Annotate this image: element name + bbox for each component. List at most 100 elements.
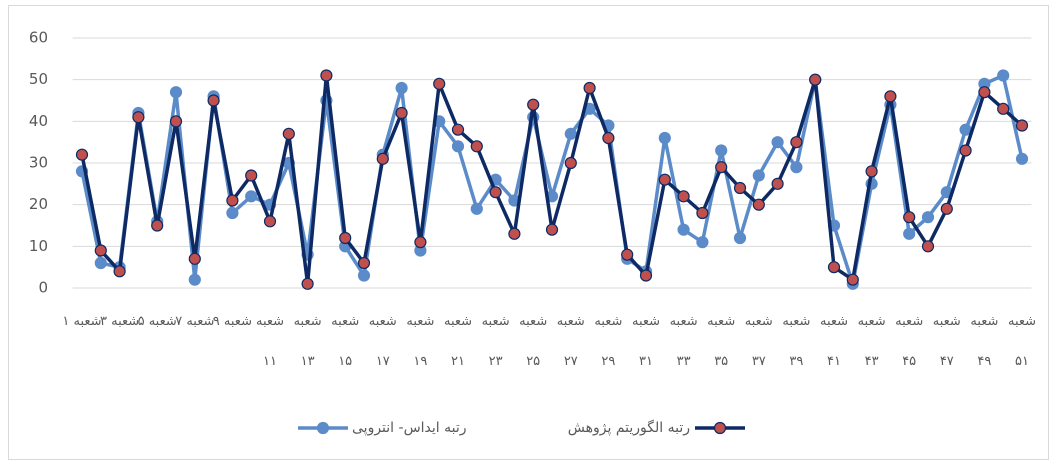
x-tick-label: شعبه ۵ (137, 314, 177, 329)
x-tick-label: شعبه ۳۳ (669, 314, 698, 369)
data-point (809, 73, 822, 86)
x-tick-label: شعبه ۴۹ (970, 314, 999, 369)
data-point (903, 211, 916, 224)
x-tick-label: شعبه ۷ (175, 314, 215, 329)
data-point (489, 186, 502, 199)
data-point (677, 223, 690, 236)
x-tick-label: شعبه ۱۹ (406, 314, 435, 369)
data-point (997, 69, 1010, 82)
data-point (752, 198, 765, 211)
data-point (771, 136, 784, 149)
data-point (658, 173, 671, 186)
data-point (75, 148, 89, 161)
data-point (583, 81, 596, 95)
y-tick-label: 50 (29, 70, 48, 88)
data-point (978, 86, 991, 99)
data-point (997, 102, 1010, 115)
data-point (508, 227, 521, 240)
x-tick-label: شعبه ۴۳ (857, 314, 886, 369)
data-point (921, 211, 935, 224)
data-point (752, 169, 765, 182)
legend-marker (713, 421, 727, 435)
data-point (282, 127, 295, 140)
data-point (696, 236, 709, 249)
y-tick-label: 0 (38, 279, 48, 297)
data-point (226, 206, 239, 220)
data-point (207, 94, 220, 107)
data-point (94, 244, 107, 257)
data-point (639, 269, 653, 282)
data-point (451, 140, 465, 153)
data-point (564, 156, 577, 170)
data-point (696, 206, 709, 220)
x-tick-label: شعبه ۲۳ (481, 314, 510, 369)
y-tick-label: 40 (29, 112, 48, 130)
data-point (132, 111, 145, 124)
legend-label: رتبه الگوریتم پژوهش (568, 419, 690, 436)
data-point (940, 202, 953, 215)
data-point (188, 252, 201, 265)
data-point (733, 181, 747, 195)
data-point (921, 240, 935, 253)
x-tick-label: شعبه ۳۹ (782, 314, 811, 369)
data-point (470, 140, 483, 153)
y-tick-label: 10 (29, 237, 48, 255)
data-point (677, 190, 690, 203)
y-tick-label: 60 (29, 29, 48, 47)
data-point (226, 194, 239, 207)
data-point (245, 169, 258, 182)
data-point (1015, 152, 1029, 165)
x-tick-label: شعبه ۳۵ (707, 314, 736, 369)
x-tick-label: شعبه ۳ (100, 314, 140, 329)
x-tick-label: شعبه ۳۷ (744, 314, 773, 369)
data-point (865, 165, 878, 178)
data-point (188, 273, 201, 286)
x-tick-label: شعبه ۲۵ (519, 314, 548, 369)
x-tick-label: شعبه ۱۵ (331, 314, 360, 369)
x-tick-label: شعبه ۲۷ (556, 314, 585, 369)
x-tick-label: شعبه ۲۹ (594, 314, 623, 369)
data-point (376, 152, 389, 165)
x-tick-label: شعبه ۴۷ (932, 314, 961, 369)
data-point (320, 69, 333, 82)
x-tick-label: شعبه ۱۳ (293, 314, 322, 369)
data-point (846, 273, 859, 286)
data-point (470, 202, 483, 215)
x-tick-label: شعبه ۴۵ (895, 314, 924, 369)
data-point (94, 256, 107, 270)
data-point (339, 231, 352, 245)
data-point (527, 98, 540, 111)
x-tick-label: شعبه ۱۷ (368, 314, 397, 369)
y-tick-label: 20 (29, 195, 48, 213)
chart-border (8, 5, 1049, 460)
data-point (151, 219, 164, 232)
data-point (621, 248, 634, 261)
x-tick-label: شعبه ۱ (62, 314, 102, 329)
data-point (790, 136, 803, 149)
data-point (414, 236, 427, 249)
data-point (827, 261, 841, 274)
data-point (790, 161, 803, 174)
data-point (245, 190, 258, 203)
data-point (1015, 119, 1029, 132)
data-point (658, 131, 671, 145)
data-point (959, 144, 972, 157)
x-tick-label: شعبه ۳۱ (631, 314, 661, 369)
x-tick-label: شعبه ۲۱ (443, 314, 473, 369)
data-point (545, 223, 559, 236)
y-tick-label: 30 (29, 154, 48, 172)
data-point (395, 106, 408, 120)
data-point (357, 256, 371, 270)
data-point (903, 227, 916, 240)
legend-label: رتبه ایداس- انتروپی (352, 420, 467, 436)
data-point (884, 90, 897, 103)
data-point (733, 231, 747, 245)
x-tick-label: شعبه ۴۱ (819, 314, 849, 369)
data-point (433, 77, 446, 90)
data-point (357, 269, 371, 282)
x-tick-label: شعبه ۹ (212, 314, 252, 329)
data-point (602, 131, 615, 145)
data-point (451, 123, 465, 136)
